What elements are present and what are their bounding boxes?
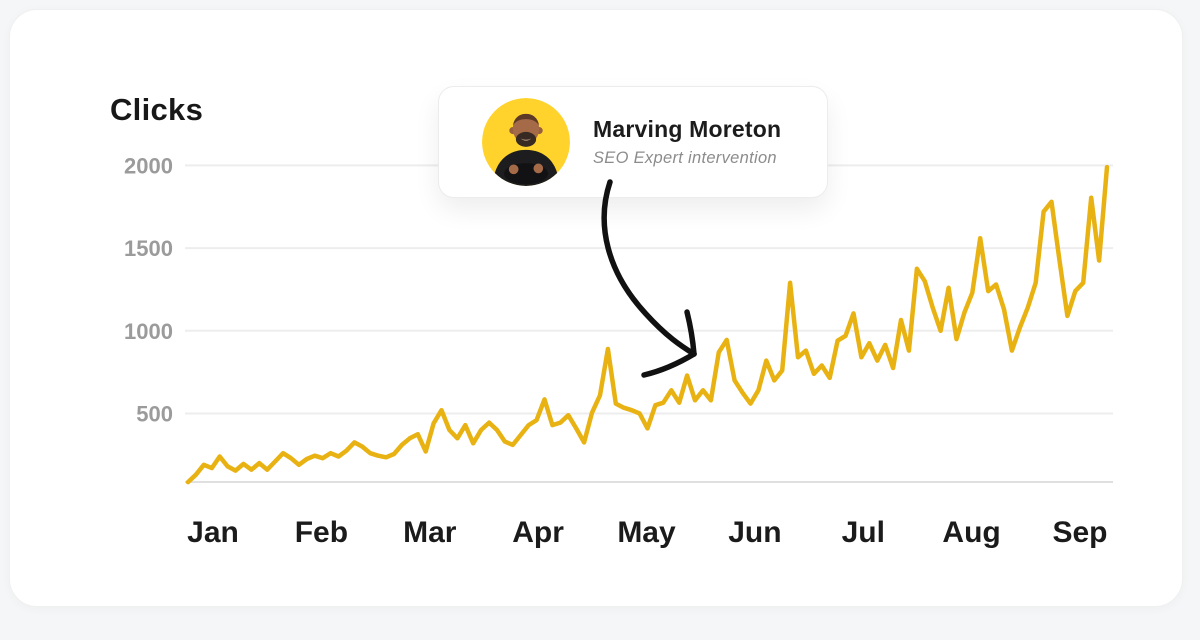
avatar	[482, 98, 570, 186]
x-month-label: Apr	[512, 516, 564, 549]
x-month-label: May	[617, 516, 676, 549]
x-month-label: Aug	[942, 516, 1000, 549]
x-month-label: Jun	[728, 516, 781, 549]
x-month-label: Jul	[842, 516, 885, 549]
x-month-label: Sep	[1052, 516, 1107, 549]
person-avatar-icon	[482, 98, 570, 186]
callout-text: Marving Moreton SEO Expert intervention	[593, 116, 781, 168]
chart-card: Clicks 500 1000 1500 2000 Jan Feb Mar Apr May Jun…	[9, 9, 1183, 607]
y-tick-label: 1500	[124, 236, 173, 261]
clicks-line-chart: 500 1000 1500 2000 Jan Feb Mar Apr May Jun Jul Aug S…	[124, 153, 1113, 549]
callout-card: Marving Moreton SEO Expert intervention	[438, 86, 828, 198]
x-month-label: Mar	[403, 516, 457, 549]
callout-subtitle: SEO Expert intervention	[593, 149, 777, 167]
y-tick-label: 2000	[124, 153, 173, 178]
chart-title: Clicks	[110, 92, 204, 127]
x-month-label: Jan	[187, 516, 239, 549]
x-month-label: Feb	[295, 516, 348, 549]
y-tick-label: 1000	[124, 319, 173, 344]
clicks-series-line	[185, 164, 1110, 485]
y-tick-label: 500	[136, 402, 173, 427]
callout-name: Marving Moreton	[593, 116, 782, 142]
